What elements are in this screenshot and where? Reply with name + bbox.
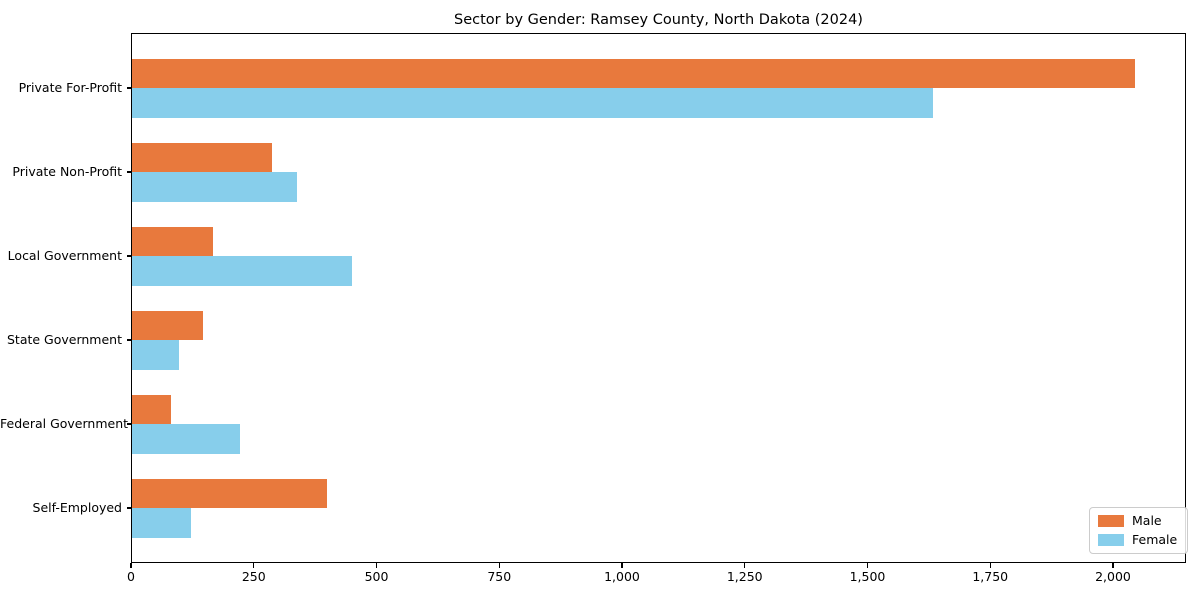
x-axis-label: 1,750 xyxy=(972,569,1009,584)
y-axis-label: Private For-Profit xyxy=(18,80,122,95)
x-axis-label: 500 xyxy=(364,569,389,584)
plot-frame xyxy=(131,33,1186,563)
x-axis-label: 750 xyxy=(487,569,512,584)
y-axis-label: Federal Government xyxy=(0,416,129,431)
y-tick-mark xyxy=(126,339,131,341)
x-tick-mark xyxy=(989,563,991,568)
x-tick-mark xyxy=(744,563,746,568)
legend-label-male: Male xyxy=(1132,513,1162,528)
bar-male-4 xyxy=(131,310,204,340)
y-tick-mark xyxy=(126,423,131,425)
bar-female-4 xyxy=(131,340,180,370)
y-axis-label: Local Government xyxy=(7,248,122,263)
bar-male-5 xyxy=(131,394,172,424)
bar-female-3 xyxy=(131,256,352,286)
x-tick-mark xyxy=(253,563,255,568)
legend-item-female: Female xyxy=(1098,533,1177,547)
y-tick-mark xyxy=(126,255,131,257)
y-axis-label: Private Non-Profit xyxy=(12,164,122,179)
legend-label-female: Female xyxy=(1132,532,1178,547)
bar-male-2 xyxy=(131,142,272,172)
bar-male-6 xyxy=(131,478,328,508)
x-axis-label: 1,250 xyxy=(726,569,763,584)
legend-item-male: Male xyxy=(1098,514,1177,528)
y-tick-mark xyxy=(126,171,131,173)
bar-female-2 xyxy=(131,172,297,202)
x-axis-label: 1,000 xyxy=(604,569,640,584)
x-axis-label: 250 xyxy=(241,569,266,584)
x-tick-mark xyxy=(130,563,132,568)
legend: Male Female xyxy=(1089,507,1189,554)
bar-female-6 xyxy=(131,508,191,538)
y-tick-mark xyxy=(126,87,131,89)
legend-swatch-male xyxy=(1098,515,1124,527)
x-axis-label: 0 xyxy=(127,569,135,584)
x-axis-label: 2,000 xyxy=(1095,569,1131,584)
x-tick-mark xyxy=(866,563,869,568)
y-axis-label: Self-Employed xyxy=(32,500,122,515)
x-tick-mark xyxy=(1112,563,1114,568)
bar-female-1 xyxy=(131,88,933,118)
bar-male-1 xyxy=(131,58,1136,88)
y-axis-label: State Government xyxy=(6,332,122,347)
legend-swatch-female xyxy=(1098,534,1124,546)
bar-male-3 xyxy=(131,226,213,256)
x-axis-label: 1,500 xyxy=(849,569,886,584)
x-tick-mark xyxy=(498,563,500,568)
y-tick-mark xyxy=(126,507,131,509)
x-tick-mark xyxy=(621,563,623,568)
chart-title: Sector by Gender: Ramsey County, North D… xyxy=(454,12,863,28)
bar-female-5 xyxy=(131,424,240,454)
x-tick-mark xyxy=(375,563,378,568)
